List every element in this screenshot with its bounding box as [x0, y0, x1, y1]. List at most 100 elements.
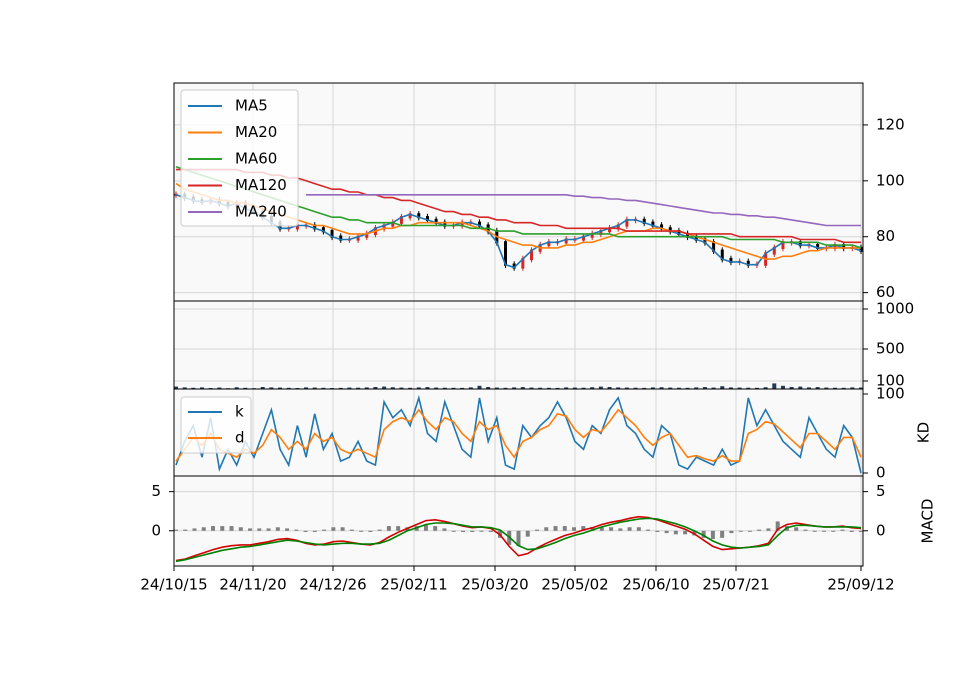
candle-body [781, 241, 785, 250]
volume-bar [841, 387, 846, 389]
candle-body [660, 224, 664, 230]
volume-bar [191, 387, 196, 389]
macd-histogram-bar [470, 530, 475, 532]
volume-bar [598, 386, 603, 389]
macd-tick-label-left: 5 [151, 482, 161, 500]
volume-bar [746, 387, 751, 389]
candle-body [391, 221, 395, 227]
macd-histogram-bar [738, 530, 743, 532]
volume-bar [321, 387, 326, 389]
macd-histogram-bar [516, 530, 521, 547]
candle-body [816, 243, 820, 250]
candle-body [530, 249, 534, 261]
macd-histogram-bar [349, 529, 354, 531]
volume-bar [754, 387, 759, 389]
macd-histogram-bar [821, 530, 826, 532]
macd-tick-label-left: 0 [151, 521, 161, 539]
candle-body [746, 260, 750, 266]
candle-body [365, 232, 369, 238]
panel-bg-kd [174, 389, 863, 476]
volume-bar [217, 387, 222, 389]
price-tick-label: 100 [876, 171, 905, 189]
price-tick-label: 120 [876, 115, 905, 133]
macd-histogram-bar [664, 530, 669, 534]
candle-body [443, 221, 447, 227]
candle-body [547, 241, 551, 247]
price-legend: MA5 MA20 MA60 MA120 MA240 [180, 89, 299, 227]
macd-tick-label: 0 [876, 521, 886, 539]
macd-histogram-bar [544, 527, 549, 531]
volume-bar [174, 386, 178, 389]
macd-histogram-bar [220, 526, 225, 531]
volume-bar [390, 387, 395, 389]
macd-histogram-bar [562, 526, 567, 531]
x-tick-label: 25/03/20 [461, 576, 528, 594]
volume-bar [659, 387, 664, 389]
macd-histogram-bar [377, 529, 382, 531]
volume-bar [824, 387, 829, 389]
candle-body [582, 235, 586, 241]
kd-axis-label: KD [915, 422, 933, 443]
macd-histogram-bar [285, 528, 290, 531]
x-tick-label: 24/12/26 [299, 576, 366, 594]
volume-bar [572, 387, 577, 389]
volume-bar [356, 387, 361, 389]
volume-bar [780, 385, 785, 389]
candle-body [512, 263, 516, 269]
macd-histogram-bar [174, 529, 178, 531]
volume-bar [581, 387, 586, 389]
series-line-ma5 [175, 194, 862, 269]
candle-body [642, 218, 646, 224]
volume-bar [668, 387, 673, 389]
legend-label-k: k [235, 403, 244, 421]
volume-bar [451, 387, 456, 389]
macd-histogram-bar [618, 528, 623, 531]
series-line-macd-dea [175, 517, 862, 563]
macd-histogram-bar [257, 528, 262, 531]
candle-body [798, 241, 802, 247]
volume-bar [859, 387, 863, 389]
x-tick-label: 24/11/20 [219, 576, 286, 594]
candle-body [382, 224, 386, 230]
volume-bar [798, 386, 803, 389]
candle-body [356, 235, 360, 241]
volume-bar [512, 387, 517, 389]
macd-histogram-bar [553, 526, 558, 531]
macd-histogram-bar [303, 530, 308, 532]
macd-histogram-bar [238, 527, 243, 531]
macd-histogram-bar [322, 529, 327, 531]
macd-histogram-bar [451, 530, 456, 532]
volume-bar [850, 387, 855, 389]
volume-bar [763, 387, 768, 389]
macd-histogram-bar [433, 526, 438, 531]
volume-bar [702, 387, 707, 389]
volume-bar [382, 386, 387, 389]
series-line-ma240 [306, 194, 861, 227]
panel-bg-macd [174, 476, 863, 566]
macd-histogram-bar [636, 527, 641, 531]
macd-histogram-bar [479, 530, 484, 532]
macd-histogram-bar [368, 530, 373, 532]
price-tick-label: 80 [876, 227, 895, 245]
candle-body [321, 227, 325, 233]
macd-histogram-bar [590, 527, 595, 531]
volume-bar [642, 387, 647, 389]
candle-body [703, 238, 707, 244]
candle-body [564, 238, 568, 244]
volume-bar [676, 387, 681, 389]
macd-histogram-bar [646, 529, 651, 531]
price-tick-label: 60 [876, 283, 895, 301]
macd-histogram-bar [831, 530, 836, 532]
volume-bar [399, 387, 404, 389]
volume-bar [468, 387, 473, 389]
macd-histogram-bar [581, 526, 586, 531]
legend-label-d: d [235, 429, 245, 447]
candle-body [408, 213, 412, 219]
volume-bar [338, 387, 343, 389]
macd-histogram-bar [572, 527, 577, 531]
volume-bar [789, 387, 794, 389]
legend-label-ma240: MA240 [235, 203, 287, 221]
macd-axis-label: MACD [919, 499, 937, 544]
macd-histogram-bar [701, 530, 706, 538]
macd-histogram-bar [655, 530, 660, 532]
